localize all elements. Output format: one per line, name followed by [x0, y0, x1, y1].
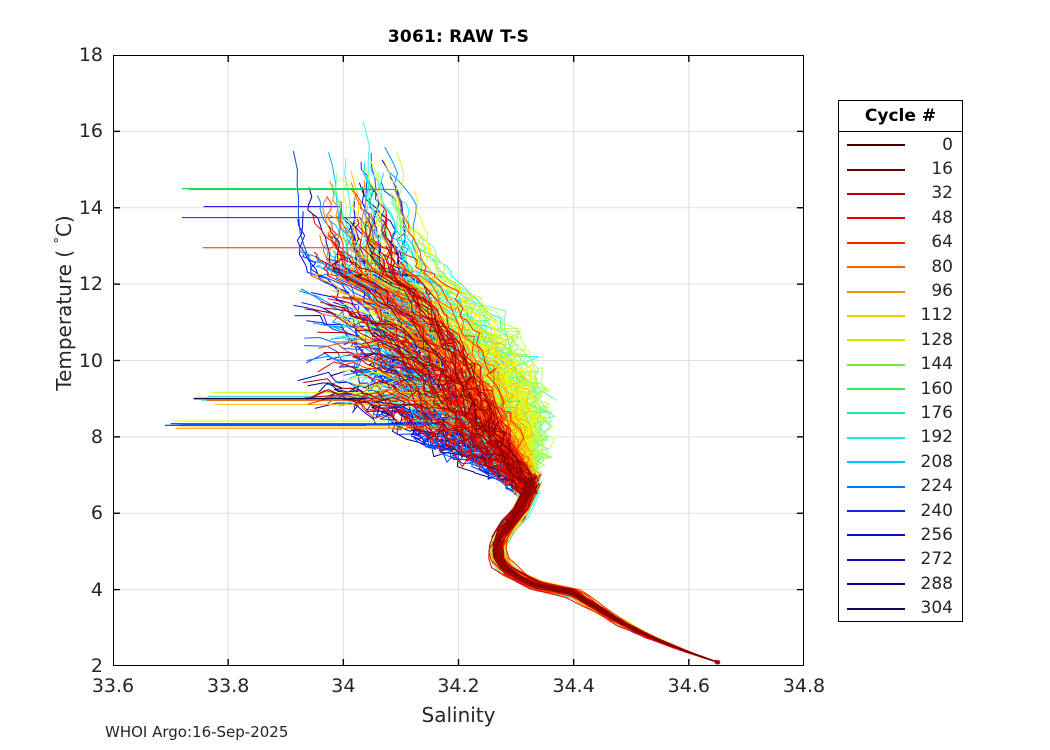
legend-label: 16 — [931, 159, 953, 180]
legend-label: 256 — [920, 524, 953, 545]
legend-color-swatch — [847, 314, 905, 317]
legend-row[interactable]: 208 — [839, 450, 962, 474]
legend-color-swatch — [847, 534, 905, 537]
legend-label: 64 — [931, 232, 953, 253]
legend-label: 176 — [920, 402, 953, 423]
degree-symbol: ° — [53, 237, 68, 244]
legend-row[interactable]: 144 — [839, 353, 962, 377]
legend-color-swatch — [847, 266, 905, 269]
legend-label: 192 — [920, 427, 953, 448]
legend-row[interactable]: 256 — [839, 523, 962, 547]
legend-items: 0 16 32 48 64 80 96 112 128 144 160 176 192 208 224 240… — [839, 133, 962, 621]
legend-color-swatch — [847, 461, 905, 464]
legend-color-swatch — [847, 192, 905, 195]
profile-line — [309, 390, 718, 663]
legend-row[interactable]: 224 — [839, 474, 962, 498]
profile-line — [389, 398, 718, 663]
legend-row[interactable]: 48 — [839, 206, 962, 230]
legend-title: Cycle # — [839, 101, 962, 132]
legend-label: 48 — [931, 207, 953, 228]
legend-label: 224 — [920, 476, 953, 497]
y-tick-label: 16 — [78, 120, 103, 143]
legend-color-swatch — [847, 583, 905, 586]
legend-row[interactable]: 160 — [839, 377, 962, 401]
legend-color-swatch — [847, 436, 905, 439]
legend-color-swatch — [847, 607, 905, 610]
legend-color-swatch — [847, 485, 905, 488]
legend-row[interactable]: 288 — [839, 572, 962, 596]
legend-color-swatch — [847, 168, 905, 171]
legend-label: 272 — [920, 549, 953, 570]
x-tick-label: 34 — [331, 675, 356, 697]
legend-color-swatch — [847, 290, 905, 293]
profile-line — [390, 322, 719, 663]
legend-row[interactable]: 304 — [839, 596, 962, 620]
legend-color-swatch — [847, 217, 905, 220]
legend-label: 240 — [920, 500, 953, 521]
y-tick-label: 8 — [90, 425, 103, 448]
legend-box: Cycle # 0 16 32 48 64 80 96 112 128 144 160 176 192 2… — [838, 100, 963, 622]
legend-row[interactable]: 240 — [839, 499, 962, 523]
legend-label: 304 — [920, 598, 953, 619]
y-tick-label: 10 — [78, 349, 103, 372]
y-tick-label: 6 — [90, 502, 103, 525]
legend-color-swatch — [847, 241, 905, 244]
y-tick-label: 14 — [78, 196, 103, 219]
x-tick-label: 34.4 — [552, 675, 595, 697]
legend-row[interactable]: 16 — [839, 157, 962, 181]
x-tick-label: 33.6 — [91, 675, 135, 697]
legend-label: 112 — [920, 305, 953, 326]
profile-line — [405, 265, 717, 663]
legend-color-swatch — [847, 388, 905, 391]
legend-label: 160 — [920, 378, 953, 399]
legend-color-swatch — [847, 339, 905, 342]
legend-row[interactable]: 32 — [839, 182, 962, 206]
y-axis-label-text: Temperature ( °C) — [52, 215, 76, 391]
legend-color-swatch — [847, 144, 905, 147]
legend-color-swatch — [847, 510, 905, 513]
profile-line — [354, 274, 717, 663]
profile-line — [415, 262, 718, 664]
legend-label: 144 — [920, 354, 953, 375]
profile-line — [371, 305, 718, 662]
legend-label: 96 — [931, 281, 953, 302]
profile-line — [171, 258, 718, 663]
legend-color-swatch — [847, 412, 905, 415]
legend-row[interactable]: 176 — [839, 401, 962, 425]
legend-row[interactable]: 192 — [839, 426, 962, 450]
legend-color-swatch — [847, 363, 905, 366]
y-tick-label: 2 — [90, 655, 103, 677]
profile-line — [376, 397, 717, 662]
x-axis-label: Salinity — [113, 703, 804, 727]
x-tick-label: 34.8 — [782, 675, 826, 697]
legend-row[interactable]: 64 — [839, 231, 962, 255]
legend-label: 32 — [931, 183, 953, 204]
chart-title: 3061: RAW T-S — [387, 27, 530, 47]
legend-label: 128 — [920, 329, 953, 350]
legend-row[interactable]: 112 — [839, 304, 962, 328]
legend-label: 0 — [942, 134, 953, 155]
x-axis-label-text: Salinity — [421, 703, 496, 727]
x-tick-label: 34.2 — [437, 675, 480, 697]
y-tick-label: 12 — [78, 273, 103, 296]
legend-row[interactable]: 0 — [839, 133, 962, 157]
y-axis-label: Temperature ( °C) — [52, 153, 76, 453]
data-layer — [113, 55, 804, 666]
legend-row[interactable]: 96 — [839, 279, 962, 303]
legend-label: 208 — [920, 451, 953, 472]
legend-label: 288 — [920, 573, 953, 594]
x-tick-label: 33.8 — [207, 675, 250, 697]
legend-row[interactable]: 80 — [839, 255, 962, 279]
legend-color-swatch — [847, 558, 905, 561]
x-tick-label: 34.6 — [667, 675, 710, 697]
y-tick-label: 18 — [78, 44, 103, 66]
profile-line — [373, 302, 719, 662]
legend-row[interactable]: 272 — [839, 548, 962, 572]
figure-footer: WHOI Argo:16-Sep-2025 — [105, 723, 289, 741]
legend-label: 80 — [931, 256, 953, 277]
legend-row[interactable]: 128 — [839, 328, 962, 352]
y-tick-label: 4 — [90, 578, 103, 601]
